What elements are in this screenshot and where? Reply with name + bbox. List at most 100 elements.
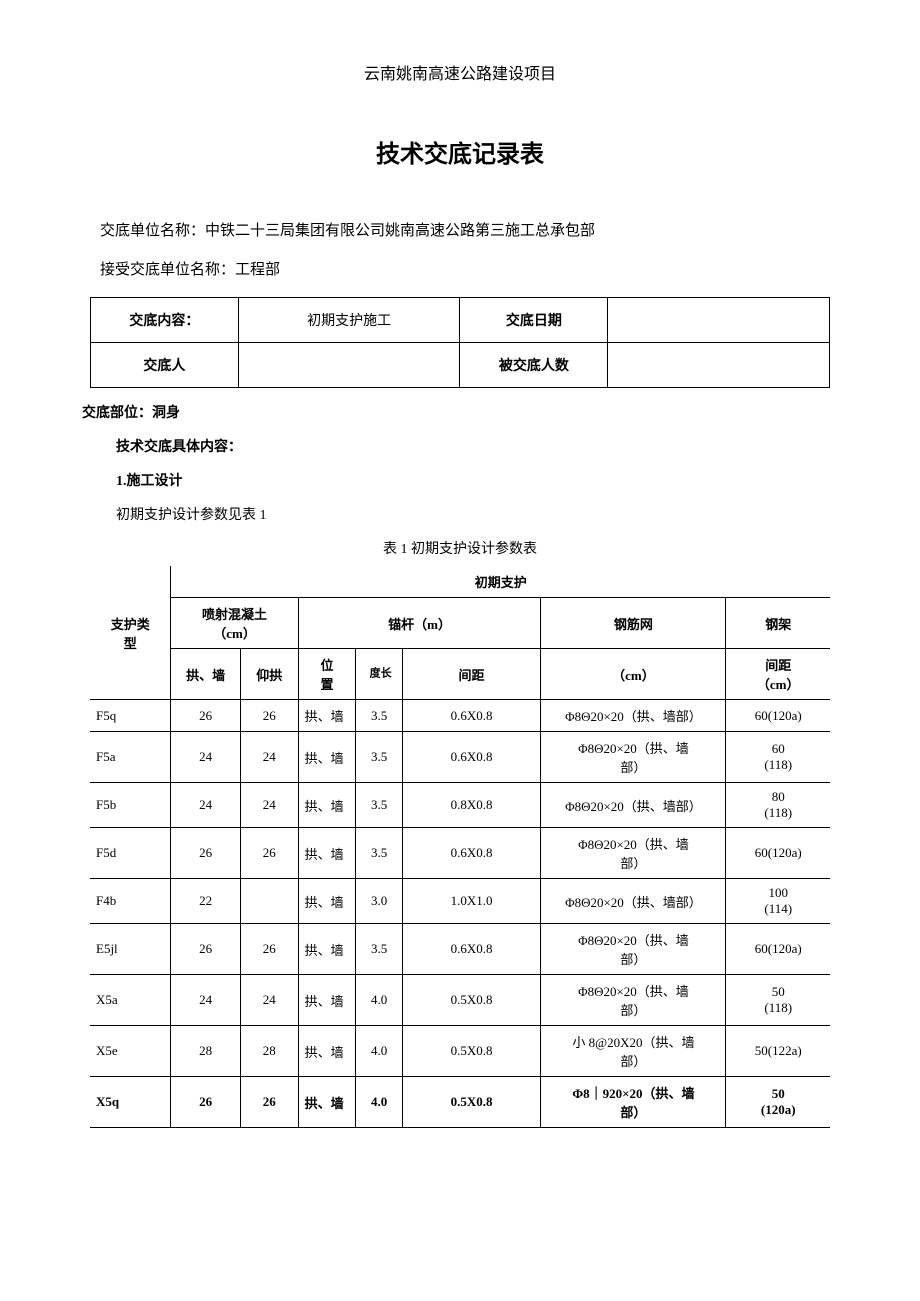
cell-spacing: 0.6X0.8 (402, 924, 541, 975)
table-row: 交底人 被交底人数 (91, 343, 830, 388)
th-steel-frame: 钢架 (726, 598, 830, 649)
cell-frame: 60(120a) (726, 828, 830, 879)
date-label-cell: 交底日期 (460, 298, 608, 343)
th-position: 位置 (298, 649, 356, 700)
cell-type: F5q (90, 700, 171, 732)
cell-invert: 28 (240, 1026, 298, 1077)
cell-arch-wall: 24 (171, 732, 240, 783)
cell-rebar: Φ8Θ20×20（拱、墙部） (541, 879, 726, 924)
cell-invert: 26 (240, 700, 298, 732)
cell-length: 4.0 (356, 975, 402, 1026)
cell-type: F4b (90, 879, 171, 924)
cell-invert: 24 (240, 975, 298, 1026)
cell-spacing: 0.6X0.8 (402, 828, 541, 879)
cell-length: 3.5 (356, 924, 402, 975)
th-rebar-net: 钢筋网 (541, 598, 726, 649)
cell-arch-wall: 24 (171, 975, 240, 1026)
receiving-unit-value: 工程部 (235, 262, 280, 278)
cell-frame: 50(118) (726, 975, 830, 1026)
th-spray-concrete: 喷射混凝土（cm） (171, 598, 298, 649)
table-header-row: 支护类型 初期支护 (90, 566, 830, 598)
cell-arch-wall: 26 (171, 700, 240, 732)
table-row: F5a2424拱、墙3.50.6X0.8Φ8Θ20×20（拱、墙部）60(118… (90, 732, 830, 783)
cell-position: 拱、墙 (298, 828, 356, 879)
cell-frame: 100(114) (726, 879, 830, 924)
cell-position: 拱、墙 (298, 700, 356, 732)
cell-rebar: Φ8Θ20×20（拱、墙部） (541, 924, 726, 975)
cell-spacing: 0.5X0.8 (402, 1077, 541, 1128)
cell-length: 4.0 (356, 1026, 402, 1077)
cell-position: 拱、墙 (298, 924, 356, 975)
cell-position: 拱、墙 (298, 1026, 356, 1077)
cell-rebar: Φ8Θ20×20（拱、墙部） (541, 975, 726, 1026)
cell-length: 3.5 (356, 783, 402, 828)
receiving-unit-label: 接受交底单位名称： (100, 262, 235, 278)
cell-arch-wall: 24 (171, 783, 240, 828)
th-steel-spacing: 间距 （cm） (726, 649, 830, 700)
cell-arch-wall: 26 (171, 828, 240, 879)
person-label-cell: 交底人 (91, 343, 239, 388)
table-row: F4b22拱、墙3.01.0X1.0Φ8Θ20×20（拱、墙部）100(114) (90, 879, 830, 924)
cell-frame: 50(120a) (726, 1077, 830, 1128)
cell-length: 4.0 (356, 1077, 402, 1128)
cell-type: X5q (90, 1077, 171, 1128)
cell-spacing: 0.6X0.8 (402, 732, 541, 783)
cell-spacing: 0.6X0.8 (402, 700, 541, 732)
cell-arch-wall: 22 (171, 879, 240, 924)
cell-spacing: 1.0X1.0 (402, 879, 541, 924)
cell-invert: 24 (240, 783, 298, 828)
table-row: F5b2424拱、墙3.50.8X0.8Φ8Θ20×20（拱、墙部）80(118… (90, 783, 830, 828)
count-value-cell (608, 343, 830, 388)
th-invert-arch: 仰拱 (240, 649, 298, 700)
section-1-text: 初期支护设计参数见表 1 (116, 504, 830, 524)
cell-frame: 80(118) (726, 783, 830, 828)
table-row: E5jl2626拱、墙3.50.6X0.8Φ8Θ20×20（拱、墙部）60(12… (90, 924, 830, 975)
table-header-row: 拱、墙 仰拱 位置 长度 间距 （cm） 间距 （cm） (90, 649, 830, 700)
th-length: 长度 (356, 649, 402, 700)
count-label-cell: 被交底人数 (460, 343, 608, 388)
cell-type: F5b (90, 783, 171, 828)
cell-type: X5e (90, 1026, 171, 1077)
th-cm-label: （cm） (730, 674, 826, 693)
location-line: 交底部位：洞身 (82, 402, 830, 422)
cell-position: 拱、墙 (298, 879, 356, 924)
th-spacing: 间距 (402, 649, 541, 700)
location-value: 洞身 (152, 406, 180, 421)
cell-length: 3.5 (356, 700, 402, 732)
cell-length: 3.5 (356, 828, 402, 879)
unit-name-value: 中铁二十三局集团有限公司姚南高速公路第三施工总承包部 (205, 223, 595, 239)
cell-position: 拱、墙 (298, 783, 356, 828)
unit-name-line: 交底单位名称：中铁二十三局集团有限公司姚南高速公路第三施工总承包部 (100, 219, 830, 240)
date-value-cell (608, 298, 830, 343)
table-header-row: 喷射混凝土（cm） 锚杆（m） 钢筋网 钢架 (90, 598, 830, 649)
cell-spacing: 0.5X0.8 (402, 1026, 541, 1077)
content-value-cell: 初期支护施工 (238, 298, 460, 343)
th-support-type: 支护类型 (90, 566, 171, 700)
cell-rebar: Φ8Θ20×20（拱、墙部） (541, 828, 726, 879)
receiving-unit-line: 接受交底单位名称：工程部 (100, 258, 830, 279)
content-header: 技术交底具体内容： (116, 436, 830, 456)
th-length-text: 长度 (368, 667, 390, 678)
cell-rebar: Φ8｜920×20（拱、墙部） (541, 1077, 726, 1128)
cell-position: 拱、墙 (298, 1077, 356, 1128)
cell-position: 拱、墙 (298, 975, 356, 1026)
cell-arch-wall: 26 (171, 924, 240, 975)
cell-position: 拱、墙 (298, 732, 356, 783)
content-label-cell: 交底内容： (91, 298, 239, 343)
cell-invert: 26 (240, 828, 298, 879)
cell-frame: 60(120a) (726, 924, 830, 975)
table-1-caption: 表 1 初期支护设计参数表 (90, 538, 830, 558)
table-row: F5d2626拱、墙3.50.6X0.8Φ8Θ20×20（拱、墙部）60(120… (90, 828, 830, 879)
location-label: 交底部位： (82, 406, 152, 421)
cell-spacing: 0.8X0.8 (402, 783, 541, 828)
unit-name-label: 交底单位名称： (100, 223, 205, 239)
th-spacing-label: 间距 (730, 655, 826, 674)
cell-frame: 60(120a) (726, 700, 830, 732)
th-steel-frame-label: 钢架 (730, 614, 826, 633)
cell-rebar: Φ8Θ20×20（拱、墙部） (541, 783, 726, 828)
cell-frame: 60(118) (726, 732, 830, 783)
cell-invert: 26 (240, 1077, 298, 1128)
cell-spacing: 0.5X0.8 (402, 975, 541, 1026)
cell-arch-wall: 26 (171, 1077, 240, 1128)
project-name: 云南姚南高速公路建设项目 (90, 60, 830, 84)
